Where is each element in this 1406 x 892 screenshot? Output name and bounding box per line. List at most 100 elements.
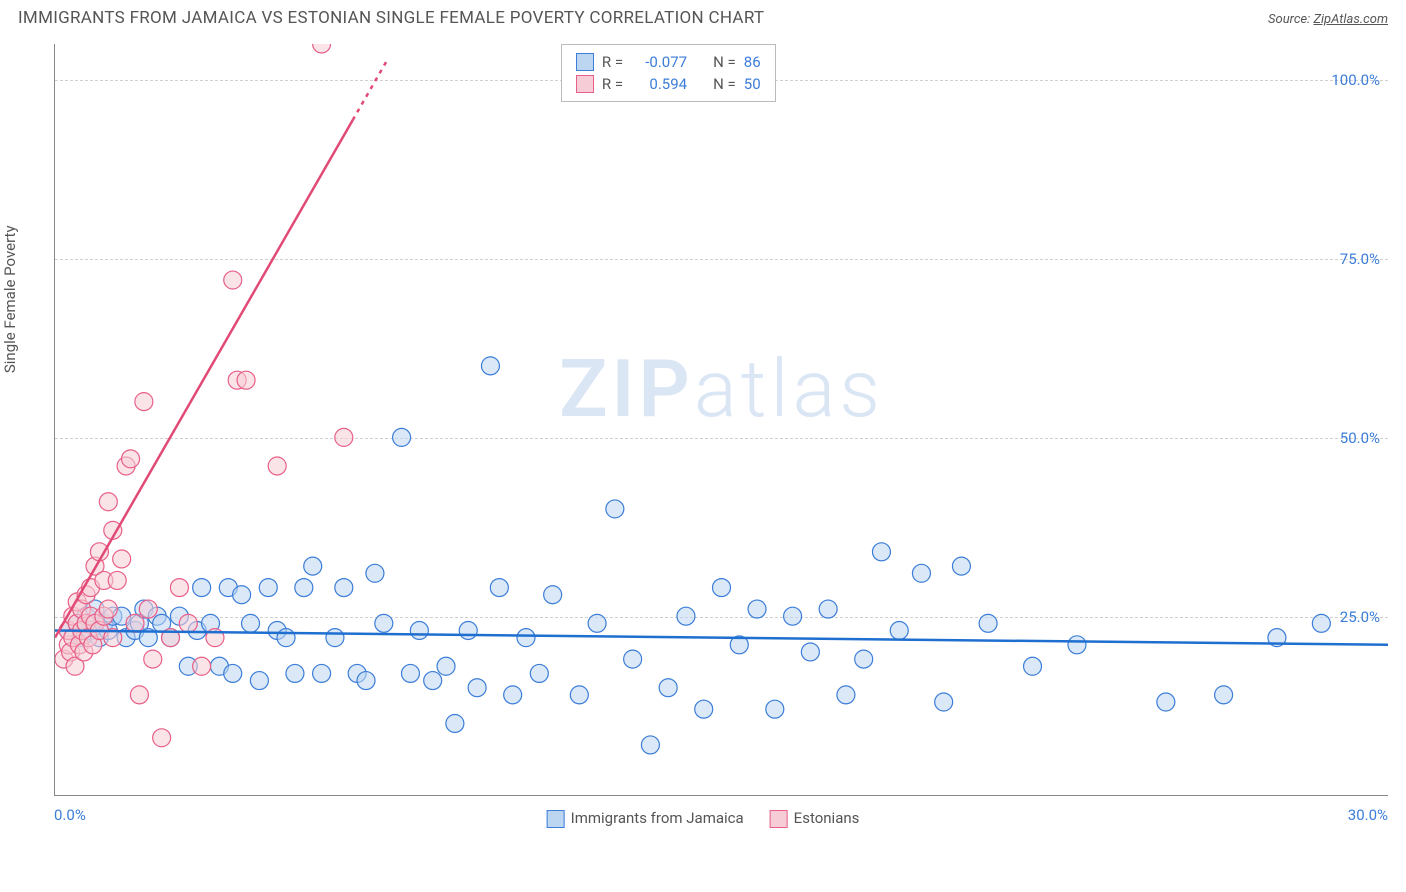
data-point bbox=[695, 700, 713, 718]
data-point bbox=[819, 600, 837, 618]
plot-svg bbox=[55, 44, 1388, 795]
data-point bbox=[193, 579, 211, 597]
data-point bbox=[1215, 686, 1233, 704]
n-value: 50 bbox=[744, 75, 761, 93]
n-label: N = bbox=[713, 75, 736, 93]
data-point bbox=[126, 614, 144, 632]
data-point bbox=[837, 686, 855, 704]
data-point bbox=[1312, 614, 1330, 632]
legend-item: Estonians bbox=[770, 808, 860, 828]
data-point bbox=[170, 579, 188, 597]
r-label: R = bbox=[602, 75, 623, 93]
data-point bbox=[659, 679, 677, 697]
data-point bbox=[935, 693, 953, 711]
data-point bbox=[952, 557, 970, 575]
data-point bbox=[335, 579, 353, 597]
r-value: 0.594 bbox=[631, 75, 687, 93]
data-point bbox=[606, 500, 624, 518]
data-point bbox=[113, 550, 131, 568]
data-point bbox=[313, 44, 331, 53]
data-point bbox=[481, 357, 499, 375]
trend-line-dashed bbox=[353, 58, 389, 120]
data-point bbox=[468, 679, 486, 697]
data-point bbox=[193, 657, 211, 675]
data-point bbox=[326, 629, 344, 647]
data-point bbox=[144, 650, 162, 668]
series-legend: Immigrants from Jamaica Estonians bbox=[547, 808, 860, 828]
data-point bbox=[286, 664, 304, 682]
data-point bbox=[224, 664, 242, 682]
chart-container: Single Female Poverty ZIPatlas 25.0%50.0… bbox=[18, 38, 1388, 838]
data-point bbox=[979, 614, 997, 632]
n-value: 86 bbox=[744, 53, 761, 71]
data-point bbox=[393, 428, 411, 446]
chart-title: IMMIGRANTS FROM JAMAICA VS ESTONIAN SING… bbox=[18, 8, 764, 28]
data-point bbox=[122, 450, 140, 468]
r-label: R = bbox=[602, 53, 623, 71]
data-point bbox=[410, 622, 428, 640]
data-point bbox=[446, 714, 464, 732]
data-point bbox=[259, 579, 277, 597]
data-point bbox=[108, 571, 126, 589]
plot-area: ZIPatlas 25.0%50.0%75.0%100.0% bbox=[54, 44, 1388, 796]
data-point bbox=[135, 393, 153, 411]
data-point bbox=[304, 557, 322, 575]
data-point bbox=[130, 686, 148, 704]
data-point bbox=[242, 614, 260, 632]
data-point bbox=[784, 607, 802, 625]
data-point bbox=[872, 543, 890, 561]
data-point bbox=[233, 586, 251, 604]
source-label: Source: bbox=[1268, 12, 1313, 27]
correlation-legend: R = -0.077 N = 86 R = 0.594 N = 50 bbox=[561, 44, 776, 102]
data-point bbox=[1157, 693, 1175, 711]
legend-swatch bbox=[576, 53, 594, 71]
data-point bbox=[366, 564, 384, 582]
source-link[interactable]: ZipAtlas.com bbox=[1313, 12, 1388, 27]
data-point bbox=[459, 622, 477, 640]
data-point bbox=[99, 600, 117, 618]
data-point bbox=[912, 564, 930, 582]
legend-swatch bbox=[770, 810, 788, 828]
legend-label: Estonians bbox=[794, 809, 860, 827]
data-point bbox=[713, 579, 731, 597]
data-point bbox=[153, 729, 171, 747]
data-point bbox=[357, 672, 375, 690]
data-point bbox=[530, 664, 548, 682]
r-value: -0.077 bbox=[631, 53, 687, 71]
x-tick-min: 0.0% bbox=[54, 806, 86, 824]
data-point bbox=[295, 579, 313, 597]
data-point bbox=[99, 493, 117, 511]
data-point bbox=[237, 371, 255, 389]
data-point bbox=[517, 629, 535, 647]
n-label: N = bbox=[713, 53, 736, 71]
data-point bbox=[855, 650, 873, 668]
legend-item: Immigrants from Jamaica bbox=[547, 808, 744, 828]
data-point bbox=[544, 586, 562, 604]
data-point bbox=[588, 614, 606, 632]
data-point bbox=[801, 643, 819, 661]
legend-swatch bbox=[576, 75, 594, 93]
source-attribution: Source: ZipAtlas.com bbox=[1268, 8, 1388, 27]
data-point bbox=[504, 686, 522, 704]
data-point bbox=[139, 600, 157, 618]
data-point bbox=[677, 607, 695, 625]
data-point bbox=[1024, 657, 1042, 675]
data-point bbox=[624, 650, 642, 668]
x-tick-max: 30.0% bbox=[1348, 806, 1388, 824]
data-point bbox=[277, 629, 295, 647]
data-point bbox=[424, 672, 442, 690]
data-point bbox=[224, 271, 242, 289]
trend-line bbox=[55, 630, 1388, 644]
legend-label: Immigrants from Jamaica bbox=[571, 809, 744, 827]
data-point bbox=[335, 428, 353, 446]
legend-swatch bbox=[547, 810, 565, 828]
data-point bbox=[748, 600, 766, 618]
data-point bbox=[1068, 636, 1086, 654]
data-point bbox=[375, 614, 393, 632]
data-point bbox=[250, 672, 268, 690]
data-point bbox=[437, 657, 455, 675]
legend-row: R = 0.594 N = 50 bbox=[576, 73, 761, 95]
data-point bbox=[570, 686, 588, 704]
data-point bbox=[890, 622, 908, 640]
data-point bbox=[179, 614, 197, 632]
